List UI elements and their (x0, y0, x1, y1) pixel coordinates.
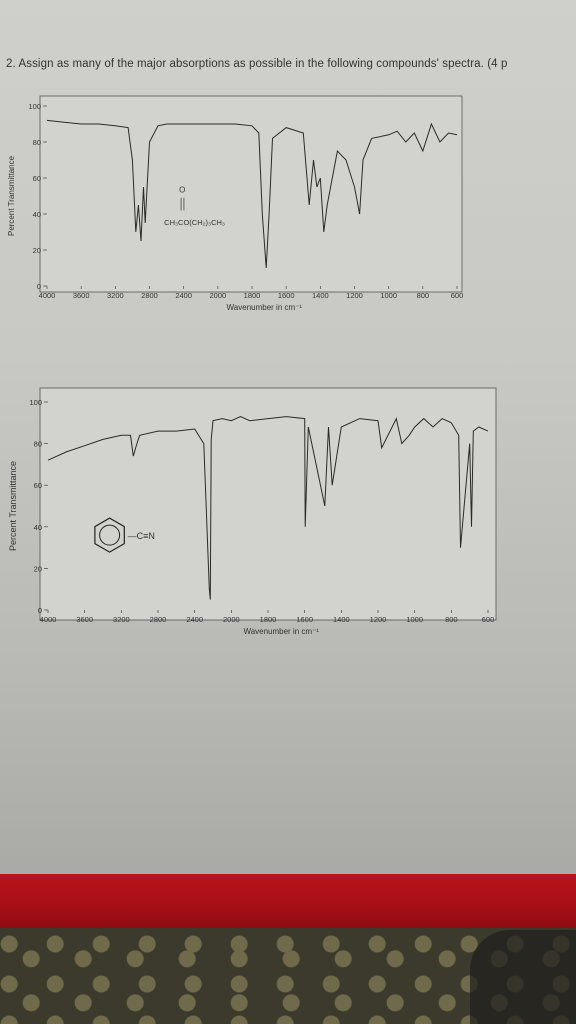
x-tick-label: 800 (445, 615, 458, 624)
aromatic-circle (99, 524, 121, 546)
red-binder-edge (0, 874, 576, 928)
y-tick-label: 60 (33, 174, 41, 183)
x-tick-label: 1600 (278, 291, 295, 300)
x-tick-label: 4000 (39, 291, 56, 300)
y-tick-label: 100 (28, 102, 41, 111)
shadow-corner (470, 930, 576, 1024)
x-tick-label: 1000 (406, 615, 423, 624)
x-tick-label: 2400 (186, 615, 203, 624)
x-tick-label: 1200 (370, 615, 387, 624)
carbonyl-oxygen: O (179, 185, 185, 194)
x-axis-label: Wavenumber in cm⁻¹ (227, 303, 303, 312)
x-tick-label: 4000 (40, 615, 57, 624)
x-tick-label: 1600 (296, 615, 313, 624)
x-tick-label: 2000 (209, 291, 226, 300)
x-tick-label: 1400 (312, 291, 329, 300)
question-text: 2. Assign as many of the major absorptio… (6, 58, 508, 70)
nitrile-group: —C≡N (128, 531, 155, 541)
y-tick-label: 40 (34, 523, 42, 532)
x-tick-label: 600 (451, 291, 464, 300)
y-tick-label: 0 (38, 606, 42, 615)
y-tick-label: 0 (37, 282, 41, 291)
spectrum-line (46, 119, 458, 269)
spectrum-line (47, 416, 489, 600)
ir-spectrum-benzonitrile: 0 20 40 60 80 100 4000 3600 3200 2800 2400 2000 1800… (8, 387, 497, 636)
x-tick-label: 1400 (333, 615, 350, 624)
benzene-ring (94, 517, 125, 553)
x-tick-label: 800 (417, 291, 430, 300)
y-axis-label: Percent Transmittance (8, 461, 18, 551)
y-tick-label: 100 (29, 398, 42, 407)
y-tick-label: 60 (34, 481, 42, 490)
plot-frame (39, 387, 497, 621)
x-tick-label: 1800 (260, 615, 277, 624)
y-tick-label: 20 (34, 564, 42, 573)
x-tick-label: 600 (482, 615, 495, 624)
y-tick-label: 80 (33, 138, 41, 147)
ir-spectrum-ketone: 0 20 40 60 80 100 4000 3600 3200 2800 2400 2000 1800… (7, 95, 464, 312)
x-tick-label: 1800 (244, 291, 261, 300)
x-tick-label: 1200 (346, 291, 363, 300)
x-axis-label: Wavenumber in cm⁻¹ (243, 627, 319, 636)
x-tick-label: 3200 (107, 291, 124, 300)
x-tick-label: 2000 (223, 615, 240, 624)
x-tick-label: 2800 (141, 291, 158, 300)
x-tick-label: 3600 (73, 291, 90, 300)
x-tick-label: 2400 (175, 291, 192, 300)
y-tick-label: 40 (33, 210, 41, 219)
plot-frame (39, 95, 463, 293)
x-tick-label: 2800 (150, 615, 167, 624)
y-tick-label: 20 (33, 246, 41, 255)
y-tick-label: 80 (34, 440, 42, 449)
molecule-formula: CH₃CO(CH₂)₃CH₃ (164, 218, 225, 227)
x-tick-label: 1000 (380, 291, 397, 300)
y-axis-label: Percent Transmittance (7, 155, 16, 236)
x-tick-label: 3600 (76, 615, 93, 624)
x-tick-label: 3200 (113, 615, 130, 624)
